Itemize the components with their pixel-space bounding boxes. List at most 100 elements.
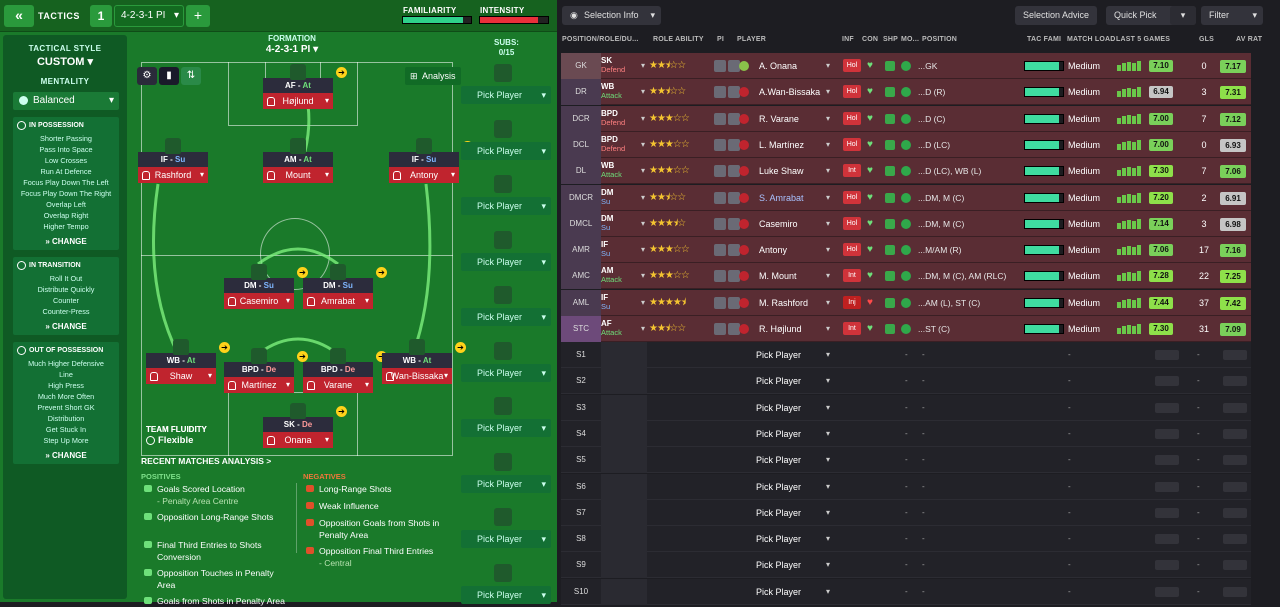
role-cell[interactable]: SK Defend [601, 53, 647, 79]
chevron-down-icon[interactable]: ▾ [641, 324, 646, 333]
pick-player-dropdown[interactable]: Pick Player [756, 402, 802, 413]
table-row[interactable]: S8 Pick Player ▾ - - - - [561, 526, 1251, 553]
sub-slot-pick-player[interactable]: Pick Player [461, 252, 551, 271]
player-name[interactable]: Højlund [263, 93, 333, 109]
chevron-down-icon[interactable]: ▾ [826, 560, 831, 570]
chevron-down-icon[interactable]: ▾ [826, 350, 831, 359]
player-role[interactable]: IF - Su [138, 152, 208, 167]
table-row[interactable]: DCR BPD Defend ▾ ★★★☆☆ R. Varane ▾ Hol ♥ ...D (C)… [561, 105, 1251, 132]
selection-advice-button[interactable]: Selection Advice [1015, 6, 1098, 25]
chevron-down-icon[interactable]: ▾ [826, 402, 831, 412]
role-cell[interactable]: AF Attack [601, 316, 647, 342]
player-role[interactable]: BPD - De [224, 362, 294, 377]
table-row[interactable]: S1 Pick Player ▾ - - - - [561, 342, 1251, 368]
pi-edit-icon[interactable] [728, 112, 740, 125]
player-name[interactable]: Amrabat [303, 293, 373, 309]
player-role[interactable]: IF - Su [389, 152, 459, 167]
col-pi[interactable]: PI [717, 36, 725, 43]
pi-icon[interactable] [714, 86, 726, 99]
stats-icon[interactable]: ▮ [159, 67, 179, 85]
col-player[interactable]: PLAYER [737, 36, 766, 43]
back-button[interactable]: « [4, 5, 34, 27]
col-shp[interactable]: SHP [883, 36, 898, 43]
chevron-down-icon[interactable]: ▾ [641, 166, 646, 176]
player-name[interactable]: Martínez [224, 377, 294, 393]
pick-player-dropdown[interactable]: Pick Player [756, 560, 802, 571]
pick-player-dropdown[interactable]: Pick Player [756, 376, 802, 387]
table-row[interactable]: AMC AM Attack ▾ ★★★☆☆ M. Mount ▾ Int ♥ ...DM, M (… [561, 263, 1251, 290]
col-position[interactable]: POSITION [922, 36, 958, 43]
selection-info-dropdown[interactable]: ◉ Selection Info ▾ [562, 6, 661, 25]
role-cell[interactable]: WB Attack [601, 79, 647, 105]
player-role[interactable]: AF - At [263, 78, 333, 93]
player-role[interactable]: SK - De [263, 417, 333, 432]
filter-dropdown[interactable]: Filter ▾ [1201, 6, 1263, 25]
table-row[interactable]: DL WB Attack ▾ ★★★☆☆ Luke Shaw ▾ Int ♥ ...D (LC),… [561, 158, 1251, 185]
pi-edit-icon[interactable] [728, 191, 740, 204]
sub-slot-pick-player[interactable]: Pick Player [461, 419, 551, 437]
pick-player-dropdown[interactable]: Pick Player [756, 586, 802, 597]
chevron-down-icon[interactable]: ▾ [826, 166, 831, 176]
chevron-down-icon[interactable]: ▾ [641, 297, 646, 307]
sub-slot-pick-player[interactable]: Pick Player [461, 197, 551, 215]
chevron-down-icon[interactable]: ▾ [826, 481, 831, 491]
pi-edit-icon[interactable] [728, 60, 740, 72]
table-row[interactable]: AML IF Su ▾ ★★★★⯨ M. Rashford ▾ Inj ♥ ...AM (L), … [561, 289, 1251, 316]
pi-edit-icon[interactable] [728, 296, 740, 309]
sub-slot-pick-player[interactable]: Pick Player [461, 308, 551, 326]
role-cell[interactable]: IF Su [601, 237, 647, 263]
chevron-down-icon[interactable]: ▾ [826, 218, 831, 228]
chevron-down-icon[interactable]: ▾ [641, 87, 646, 97]
role-cell[interactable]: WB Attack [601, 158, 647, 184]
role-cell[interactable]: BPD Defend [601, 132, 647, 158]
player-name[interactable]: M. Rashford [759, 297, 809, 308]
instructions-arrow-icon[interactable]: ➔ [455, 342, 466, 353]
player-name[interactable]: S. Amrabat [759, 192, 804, 203]
player-name[interactable]: Wan-Bissaka [382, 368, 452, 384]
player-name[interactable]: Casemiro [759, 218, 798, 229]
chevron-down-icon[interactable]: ▾ [826, 113, 831, 123]
chevron-down-icon[interactable]: ▾ [641, 245, 646, 255]
pi-edit-icon[interactable] [728, 138, 740, 151]
role-cell[interactable]: AM Attack [601, 263, 647, 289]
player-name[interactable]: Onana [263, 432, 333, 448]
chevron-down-icon[interactable]: ▾ [826, 271, 831, 281]
instructions-arrow-icon[interactable]: ➔ [376, 267, 387, 278]
instructions-arrow-icon[interactable]: ➔ [336, 67, 347, 78]
table-row[interactable]: S10 Pick Player ▾ - - - - [561, 578, 1251, 605]
player-name[interactable]: Antony [389, 167, 459, 183]
chevron-down-icon[interactable]: ▾ [826, 87, 831, 97]
player-name[interactable]: A.Wan-Bissaka [759, 87, 821, 98]
player-name[interactable]: Luke Shaw [759, 166, 804, 177]
sub-slot-pick-player[interactable]: Pick Player [461, 530, 551, 548]
table-row[interactable]: STC AF Attack ▾ ★★⯨☆☆ R. Højlund ▾ Int ♥ ...ST (C… [561, 316, 1251, 342]
player-role[interactable]: BPD - De [303, 362, 373, 377]
col-role-ability[interactable]: ROLE ABILITY [653, 36, 704, 43]
instructions-arrow-icon[interactable]: ➔ [376, 351, 387, 362]
player-instructions-icon[interactable]: ⚙ [137, 67, 157, 85]
col-gls[interactable]: GLS [1199, 36, 1214, 43]
chevron-down-icon[interactable]: ▾ [641, 113, 646, 123]
player-slot[interactable]: AM - At Mount [263, 138, 333, 184]
in-possession-change-button[interactable]: » CHANGE [15, 237, 117, 246]
pi-edit-icon[interactable] [728, 270, 740, 283]
pick-player-dropdown[interactable]: Pick Player [756, 428, 802, 439]
col-tac-fam[interactable]: TAC FAMI [1027, 36, 1062, 43]
pick-player-dropdown[interactable]: Pick Player [756, 481, 802, 492]
player-slot[interactable]: IF - Su Rashford [138, 138, 208, 184]
pick-player-dropdown[interactable]: Pick Player [756, 350, 802, 360]
player-name[interactable]: Varane [303, 377, 373, 393]
chevron-down-icon[interactable]: ▾ [826, 534, 831, 544]
chevron-down-icon[interactable]: ▾ [826, 324, 831, 333]
chevron-down-icon[interactable]: ▾ [641, 218, 646, 228]
chevron-down-icon[interactable]: ▾ [826, 455, 831, 465]
pi-icon[interactable] [714, 191, 726, 204]
table-row[interactable]: S5 Pick Player ▾ - - - - [561, 447, 1251, 474]
chevron-down-icon[interactable]: ▾ [826, 61, 831, 70]
tactic-name-dropdown[interactable]: 4-2-3-1 PI ▾ [114, 5, 184, 27]
chevron-down-icon[interactable]: ▾ [826, 245, 831, 255]
pi-icon[interactable] [714, 217, 726, 230]
